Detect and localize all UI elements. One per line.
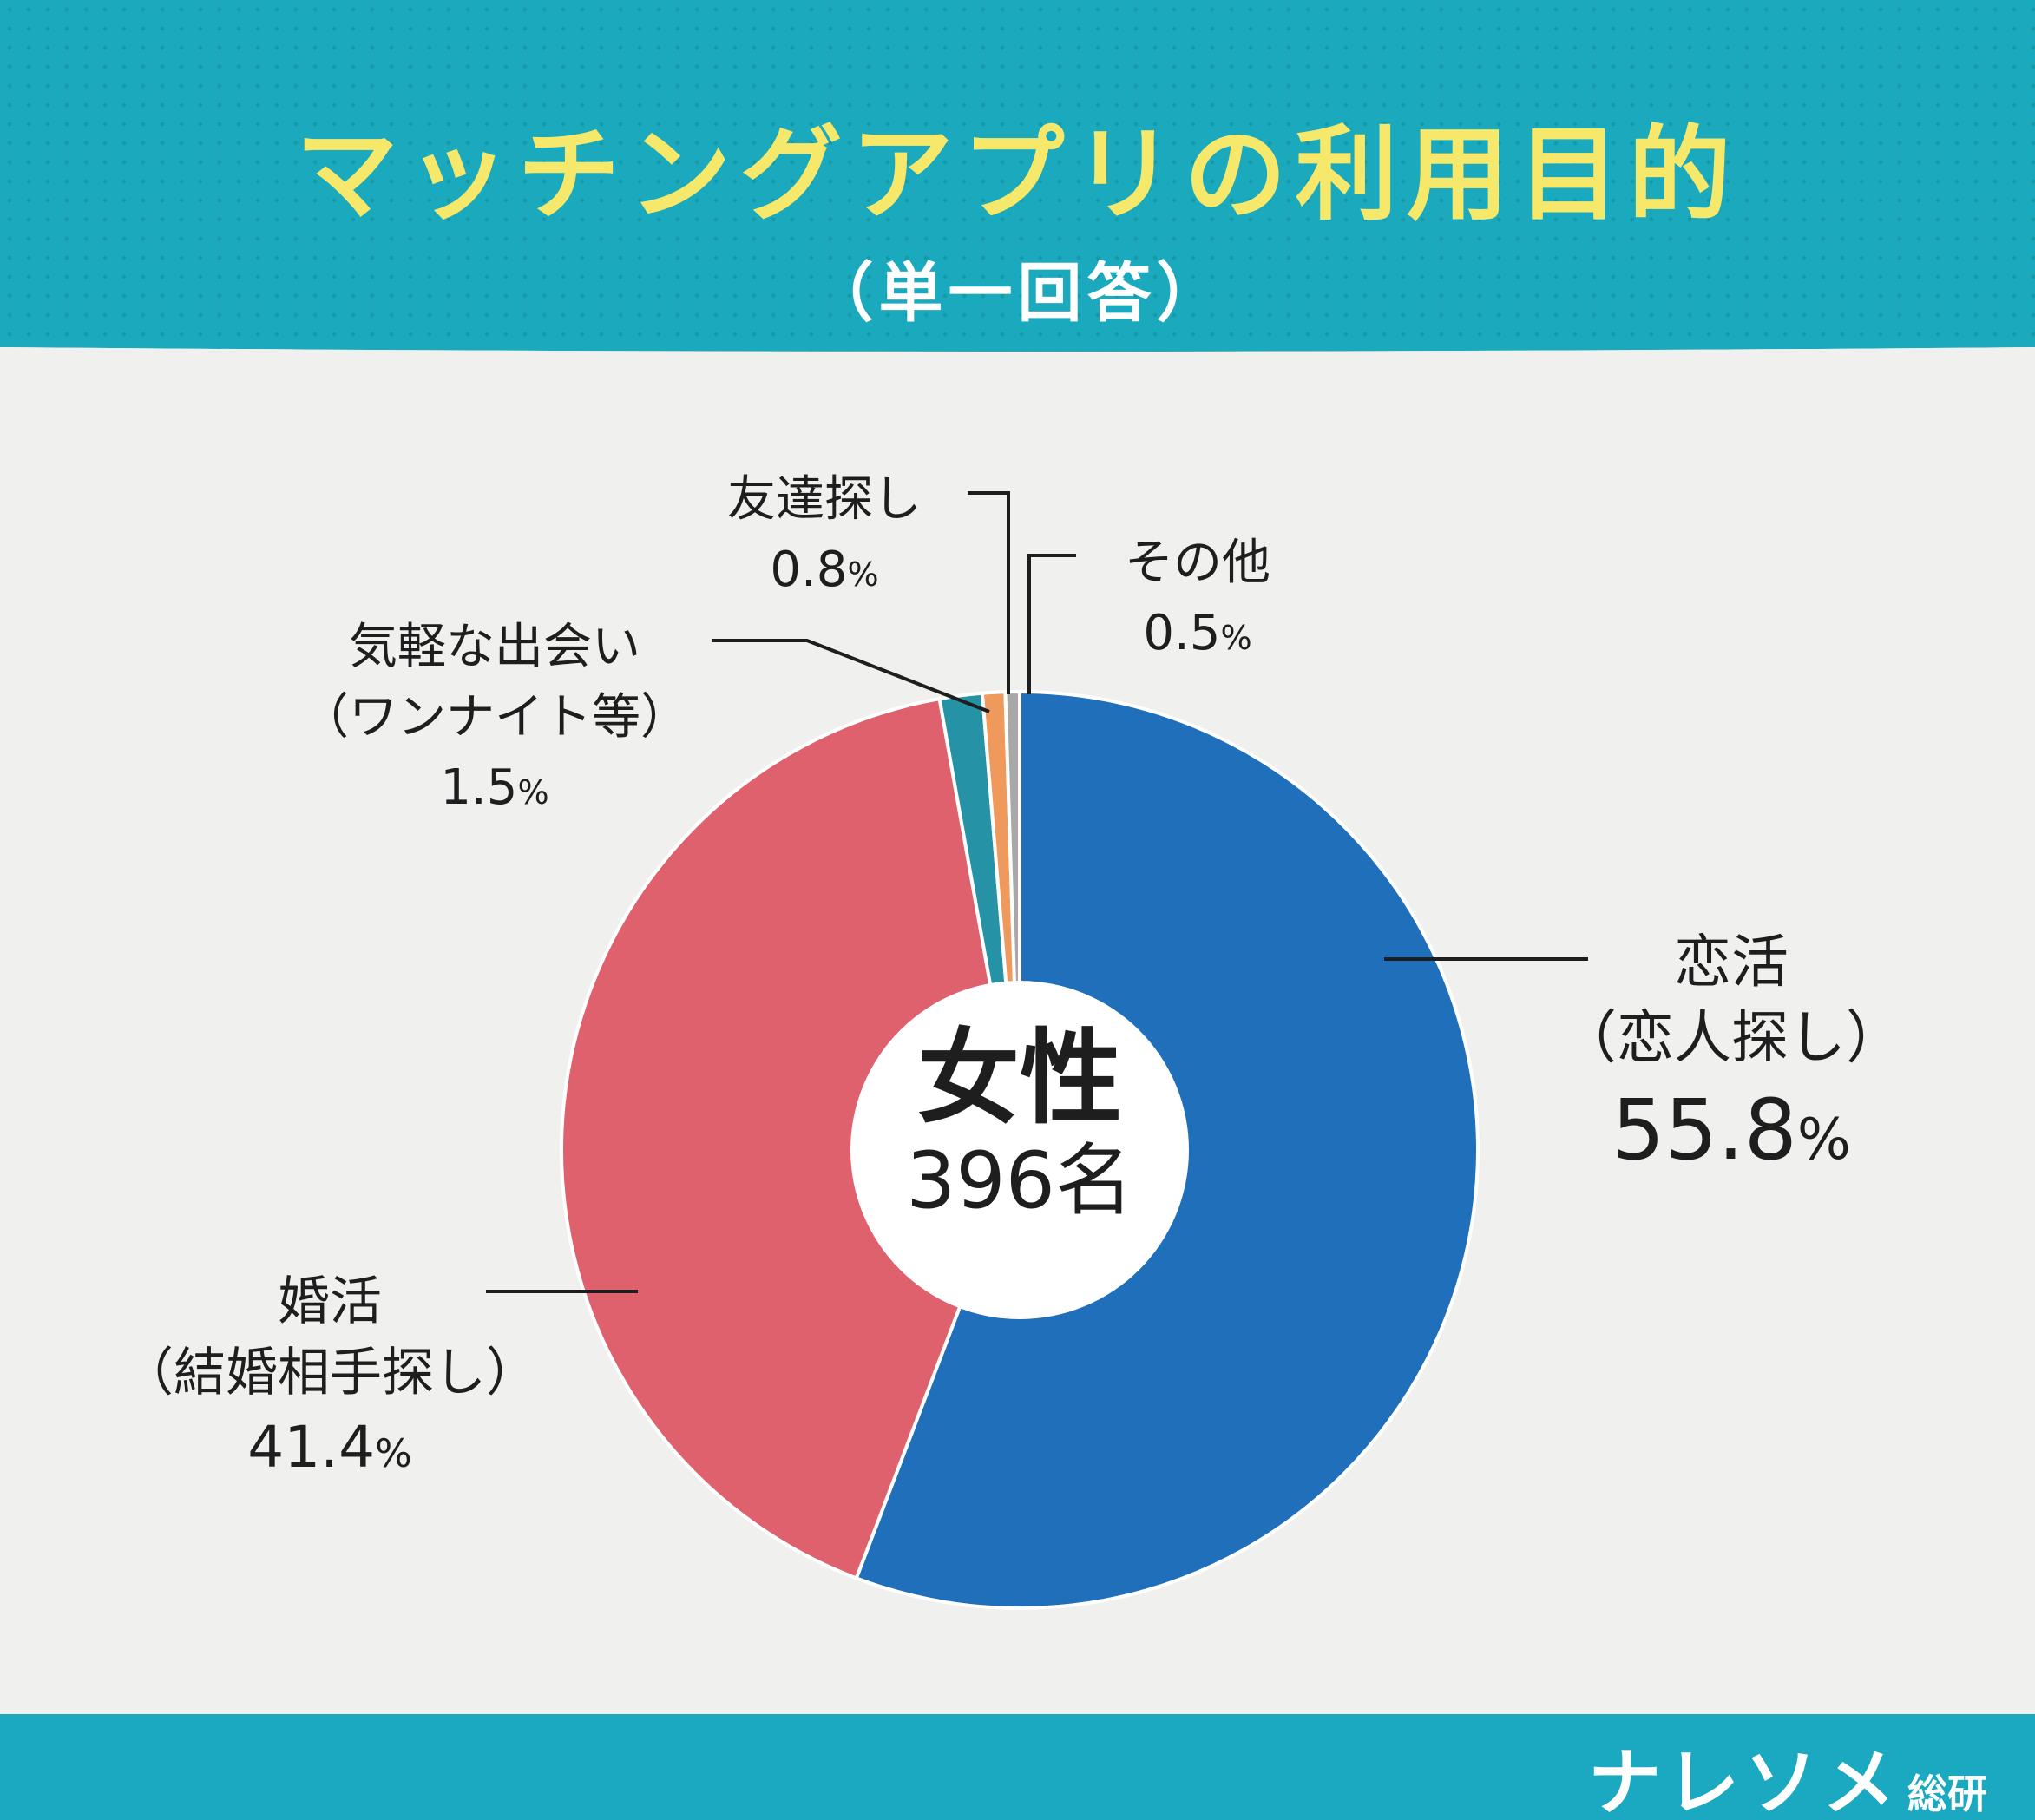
percent-sign: %	[847, 555, 879, 595]
slice-label-other: その他 0.5%	[1059, 528, 1336, 668]
slice-value-other: 0.5	[1143, 605, 1221, 662]
slice-name-casual-line2: （ワンナイト等）	[300, 689, 689, 746]
slice-label-friends: 友達探し 0.8%	[668, 464, 981, 605]
donut-chart	[486, 491, 1588, 1610]
slice-label-casual: 気軽な出会い （ワンナイト等） 1.5%	[252, 612, 738, 824]
slice-name-renkatsu-line1: 恋活	[1674, 929, 1789, 995]
slice-name-konkatsu-line2: （結婚相手探し）	[121, 1342, 538, 1403]
leader-line-casual	[712, 639, 990, 713]
center-gender: 女性	[916, 1018, 1122, 1138]
brand-name: ナレソメ	[1587, 1740, 1900, 1820]
footer-bar: ナレソメ 総研	[0, 1714, 2035, 1820]
leader-line-friends	[968, 491, 1010, 694]
chart-title: マッチングアプリの利用目的	[295, 115, 1740, 234]
donut-hole	[850, 981, 1189, 1319]
slice-name-friends: 友達探し	[727, 471, 922, 528]
center-label: 女性 396名	[837, 1018, 1202, 1226]
slice-name-konkatsu-line1: 婚活	[278, 1271, 382, 1332]
leader-line-other	[1027, 554, 1076, 694]
slice-name-renkatsu-line2: （恋人探し）	[1559, 1004, 1903, 1072]
chart-subtitle: （単一回答）	[809, 256, 1226, 331]
slice-value-friends: 0.8	[770, 542, 848, 599]
slice-name-other: その他	[1125, 535, 1270, 591]
header-background	[0, 0, 2035, 408]
slice-konkatsu	[560, 696, 1022, 1580]
percent-sign: %	[1796, 1107, 1851, 1173]
slice-label-renkatsu: 恋活 （恋人探し） 55.8%	[1506, 924, 1957, 1186]
percent-sign: %	[517, 773, 549, 812]
brand-logo: ナレソメ 総研	[1588, 1725, 1987, 1820]
slice-label-konkatsu: 婚活 （結婚相手探し） 41.4%	[87, 1267, 573, 1487]
center-respondent-count: 396名	[906, 1134, 1133, 1226]
slice-name-casual-line1: 気軽な出会い	[349, 619, 640, 675]
percent-sign: %	[375, 1430, 412, 1477]
slice-value-konkatsu: 41.4	[247, 1414, 376, 1482]
slice-value-renkatsu: 55.8	[1612, 1081, 1797, 1179]
percent-sign: %	[1220, 619, 1252, 658]
brand-suffix: 総研	[1907, 1771, 1987, 1817]
slice-value-casual: 1.5	[440, 759, 518, 817]
